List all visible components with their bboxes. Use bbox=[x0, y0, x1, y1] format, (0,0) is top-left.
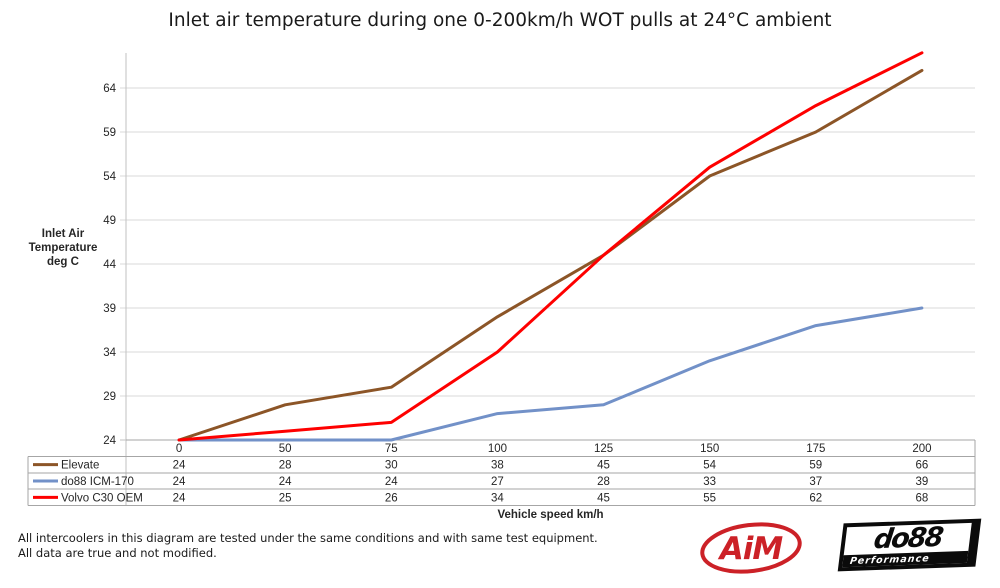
x-tick-label: 125 bbox=[594, 443, 613, 455]
table-value: 24 bbox=[279, 476, 292, 488]
y-axis-title: deg C bbox=[47, 256, 79, 268]
do88-logo-text: do88 bbox=[871, 521, 944, 556]
legend-label: Volvo C30 OEM bbox=[61, 492, 143, 504]
table-value: 54 bbox=[703, 460, 716, 472]
x-tick-label: 100 bbox=[488, 443, 507, 455]
table-value: 34 bbox=[491, 492, 504, 504]
footnote-line-1: All intercoolers in this diagram are tes… bbox=[18, 531, 598, 545]
y-tick-label: 34 bbox=[103, 347, 116, 359]
footnote-line-2: All data are true and not modified. bbox=[18, 546, 217, 560]
y-tick-label: 39 bbox=[103, 303, 116, 315]
series-line-elevate bbox=[177, 68, 924, 442]
table-value: 59 bbox=[809, 460, 822, 472]
aim-logo-text: AiM bbox=[717, 531, 784, 567]
do88-logo: do88 Performance bbox=[837, 518, 982, 572]
x-tick-label: 150 bbox=[700, 443, 719, 455]
series-line-do88-icm-170 bbox=[177, 306, 924, 442]
table-value: 26 bbox=[385, 492, 398, 504]
table-value: 33 bbox=[703, 476, 716, 488]
y-tick-label: 29 bbox=[103, 391, 116, 403]
table-value: 66 bbox=[916, 460, 929, 472]
table-value: 39 bbox=[916, 476, 929, 488]
table-value: 38 bbox=[491, 460, 504, 472]
legend-label: Elevate bbox=[61, 460, 99, 472]
table-value: 45 bbox=[597, 492, 610, 504]
y-tick-label: 44 bbox=[103, 259, 116, 271]
y-tick-label: 59 bbox=[103, 127, 116, 139]
table-value: 24 bbox=[385, 476, 398, 488]
table-value: 45 bbox=[597, 460, 610, 472]
table-value: 24 bbox=[173, 492, 186, 504]
x-tick-label: 75 bbox=[385, 443, 398, 455]
x-tick-label: 200 bbox=[912, 443, 931, 455]
y-tick-label: 64 bbox=[103, 83, 116, 95]
y-tick-label: 24 bbox=[103, 435, 116, 447]
x-tick-label: 175 bbox=[806, 443, 825, 455]
do88-performance-text: Performance bbox=[849, 552, 931, 567]
table-value: 28 bbox=[279, 460, 292, 472]
footnotes: All intercoolers in this diagram are tes… bbox=[18, 531, 598, 561]
table-value: 25 bbox=[279, 492, 292, 504]
table-value: 55 bbox=[703, 492, 716, 504]
table-value: 62 bbox=[809, 492, 822, 504]
table-value: 68 bbox=[916, 492, 929, 504]
x-tick-label: 0 bbox=[176, 443, 182, 455]
table-value: 30 bbox=[385, 460, 398, 472]
aim-logo: AiM bbox=[700, 522, 802, 574]
y-axis-title: Inlet Air bbox=[42, 228, 85, 240]
aim-logo-ellipse bbox=[700, 522, 802, 574]
y-tick-label: 54 bbox=[103, 171, 116, 183]
chart-title: Inlet air temperature during one 0-200km… bbox=[168, 10, 832, 31]
x-axis-title: Vehicle speed km/h bbox=[497, 509, 603, 521]
legend-label: do88 ICM-170 bbox=[61, 476, 134, 488]
x-tick-label: 50 bbox=[279, 443, 292, 455]
y-axis-title: Temperature bbox=[29, 242, 98, 254]
table-value: 24 bbox=[173, 460, 186, 472]
table-value: 27 bbox=[491, 476, 504, 488]
table-value: 37 bbox=[809, 476, 822, 488]
table-value: 28 bbox=[597, 476, 610, 488]
series-line-volvo-c30-oem bbox=[177, 51, 924, 442]
table-value: 24 bbox=[173, 476, 186, 488]
y-tick-label: 49 bbox=[103, 215, 116, 227]
